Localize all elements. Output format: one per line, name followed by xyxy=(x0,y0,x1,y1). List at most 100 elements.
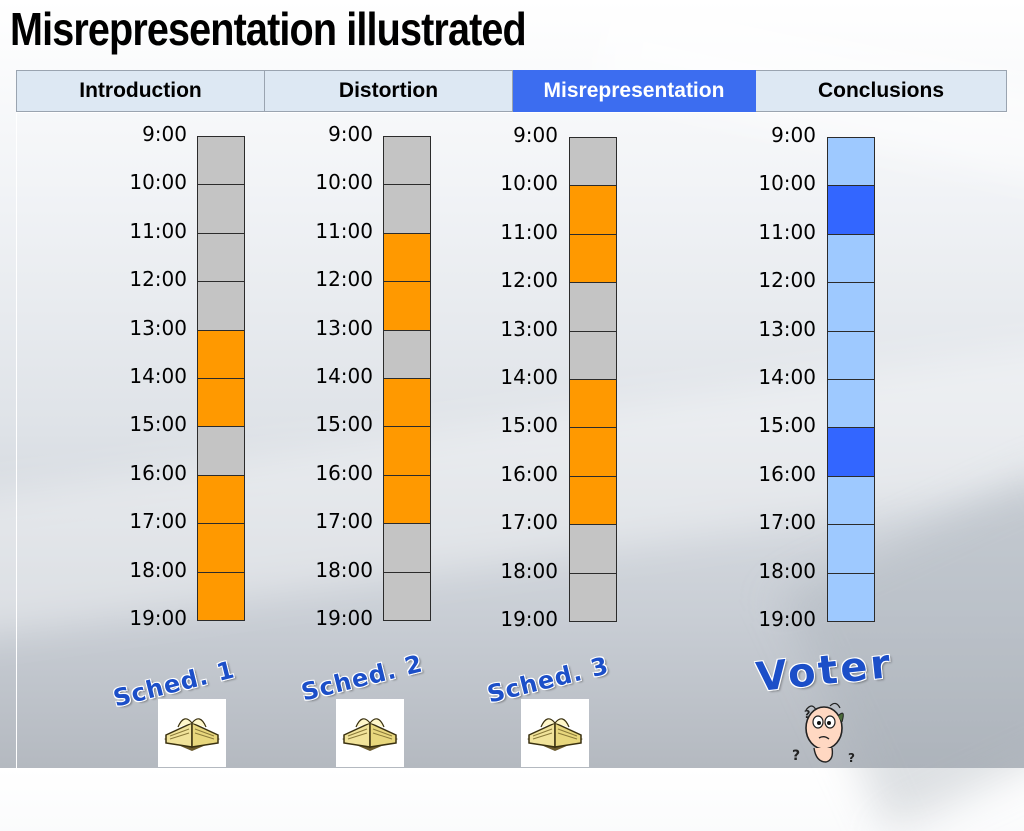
free-slot xyxy=(827,572,875,622)
time-label: 10:00 xyxy=(129,170,187,195)
time-label: 13:00 xyxy=(315,315,373,340)
busy-slot xyxy=(569,233,617,284)
time-label: 13:00 xyxy=(129,315,187,340)
tab-misrepresentation[interactable]: Misrepresentation xyxy=(513,70,756,112)
svg-text:?: ? xyxy=(848,751,855,765)
free-slot xyxy=(197,184,245,234)
time-label: 12:00 xyxy=(500,268,558,293)
busy-slot xyxy=(197,571,245,621)
free-slot xyxy=(569,282,617,332)
busy-slot xyxy=(383,426,431,476)
page-title: Misrepresentation illustrated xyxy=(10,3,527,55)
time-label: 15:00 xyxy=(758,413,816,438)
time-label: 19:00 xyxy=(758,607,816,631)
time-label: 18:00 xyxy=(758,558,816,583)
time-label: 16:00 xyxy=(758,461,816,486)
caption-voter: Voter xyxy=(753,640,896,702)
busy-slot xyxy=(383,281,431,331)
time-label: 14:00 xyxy=(758,365,816,389)
free-slot xyxy=(827,137,875,187)
book-icon xyxy=(336,699,404,767)
time-label: 16:00 xyxy=(500,461,558,486)
free-slot xyxy=(827,330,875,380)
svg-text:?: ? xyxy=(804,708,810,721)
time-label: 12:00 xyxy=(129,267,187,292)
time-label: 10:00 xyxy=(500,171,558,196)
book-icon xyxy=(521,699,589,767)
time-label: 15:00 xyxy=(500,413,558,438)
busy-slot xyxy=(827,427,875,477)
time-label: 17:00 xyxy=(758,510,816,535)
time-label: 15:00 xyxy=(315,412,373,437)
time-label: 10:00 xyxy=(315,170,373,195)
free-slot xyxy=(569,330,617,380)
free-slot xyxy=(827,524,875,574)
time-label: 19:00 xyxy=(129,606,187,630)
time-label: 17:00 xyxy=(500,510,558,535)
tab-distortion[interactable]: Distortion xyxy=(265,70,513,112)
confused-face-icon: ? ? ? xyxy=(786,698,862,770)
time-label: 14:00 xyxy=(315,364,373,388)
time-label: 17:00 xyxy=(315,509,373,534)
busy-slot xyxy=(569,379,617,429)
time-label: 16:00 xyxy=(129,460,187,485)
time-label: 10:00 xyxy=(758,171,816,196)
free-slot xyxy=(197,426,245,476)
time-label: 9:00 xyxy=(328,122,373,146)
time-label: 19:00 xyxy=(315,606,373,630)
free-slot xyxy=(827,233,875,284)
time-label: 19:00 xyxy=(500,607,558,631)
free-slot xyxy=(383,136,431,186)
free-slot xyxy=(569,137,617,187)
content-frame-top xyxy=(16,112,1007,113)
free-slot xyxy=(569,524,617,574)
time-label: 12:00 xyxy=(315,267,373,292)
time-label: 15:00 xyxy=(129,412,187,437)
free-slot xyxy=(827,379,875,429)
busy-slot xyxy=(197,523,245,573)
tab-introduction[interactable]: Introduction xyxy=(16,70,265,112)
free-slot xyxy=(383,329,431,379)
time-label: 14:00 xyxy=(129,364,187,388)
tab-conclusions[interactable]: Conclusions xyxy=(756,70,1007,112)
time-label: 11:00 xyxy=(315,218,373,243)
busy-slot xyxy=(383,474,431,525)
book-icon xyxy=(158,699,226,767)
content-frame-left xyxy=(16,112,17,768)
time-label: 16:00 xyxy=(315,460,373,485)
busy-slot xyxy=(197,329,245,379)
free-slot xyxy=(383,523,431,573)
time-label: 11:00 xyxy=(758,219,816,244)
busy-slot xyxy=(827,185,875,235)
free-slot xyxy=(383,184,431,234)
free-slot xyxy=(197,281,245,331)
busy-slot xyxy=(197,378,245,428)
time-label: 18:00 xyxy=(500,558,558,583)
time-label: 13:00 xyxy=(758,316,816,341)
busy-slot xyxy=(569,185,617,235)
time-label: 17:00 xyxy=(129,509,187,534)
svg-text:?: ? xyxy=(792,748,800,764)
time-label: 12:00 xyxy=(758,268,816,293)
free-slot xyxy=(569,572,617,622)
free-slot xyxy=(383,571,431,621)
nav-tabs: Introduction Distortion Misrepresentatio… xyxy=(16,70,1007,112)
time-label: 9:00 xyxy=(142,122,187,146)
busy-slot xyxy=(383,378,431,428)
time-label: 14:00 xyxy=(500,365,558,389)
free-slot xyxy=(827,282,875,332)
free-slot xyxy=(197,232,245,283)
busy-slot xyxy=(383,232,431,283)
free-slot xyxy=(197,136,245,186)
busy-slot xyxy=(197,474,245,525)
time-label: 9:00 xyxy=(771,123,816,147)
time-label: 13:00 xyxy=(500,316,558,341)
time-label: 11:00 xyxy=(129,218,187,243)
time-label: 9:00 xyxy=(513,123,558,147)
time-label: 11:00 xyxy=(500,219,558,244)
busy-slot xyxy=(569,427,617,477)
time-label: 18:00 xyxy=(315,557,373,582)
free-slot xyxy=(827,475,875,526)
busy-slot xyxy=(569,475,617,526)
time-label: 18:00 xyxy=(129,557,187,582)
